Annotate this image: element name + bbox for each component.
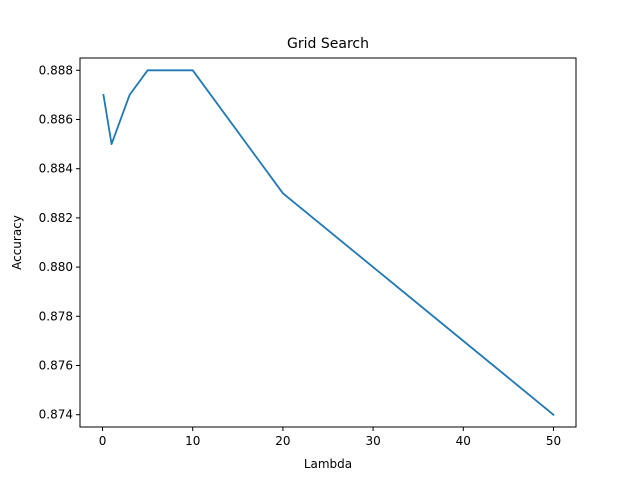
x-tick-label: 30: [365, 434, 380, 448]
x-tick-label: 0: [99, 434, 107, 448]
x-tick-label: 10: [185, 434, 200, 448]
y-axis-label: Accuracy: [10, 215, 24, 270]
y-tick-label: 0.886: [39, 113, 73, 127]
x-tick-label: 40: [456, 434, 471, 448]
y-axis: 0.874 0.876 0.878 0.880 0.882 0.884 0.886 0.888: [39, 63, 80, 422]
plot-frame: [79, 57, 577, 428]
y-tick-label: 0.880: [39, 260, 73, 274]
series-line: [102, 69, 555, 416]
y-tick-label: 0.882: [39, 211, 73, 225]
y-tick-label: 0.874: [39, 408, 73, 422]
y-tick-label: 0.878: [39, 309, 73, 323]
x-axis-label: Lambda: [304, 457, 352, 471]
y-tick-label: 0.888: [39, 63, 73, 77]
x-tick-label: 20: [275, 434, 290, 448]
y-tick-label: 0.876: [39, 359, 73, 373]
chart-title: Grid Search: [287, 36, 369, 52]
x-axis: 0 10 20 30 40 50: [99, 427, 561, 448]
x-tick-label: 50: [546, 434, 561, 448]
series-layer: [102, 69, 555, 416]
y-tick-label: 0.884: [39, 162, 73, 176]
